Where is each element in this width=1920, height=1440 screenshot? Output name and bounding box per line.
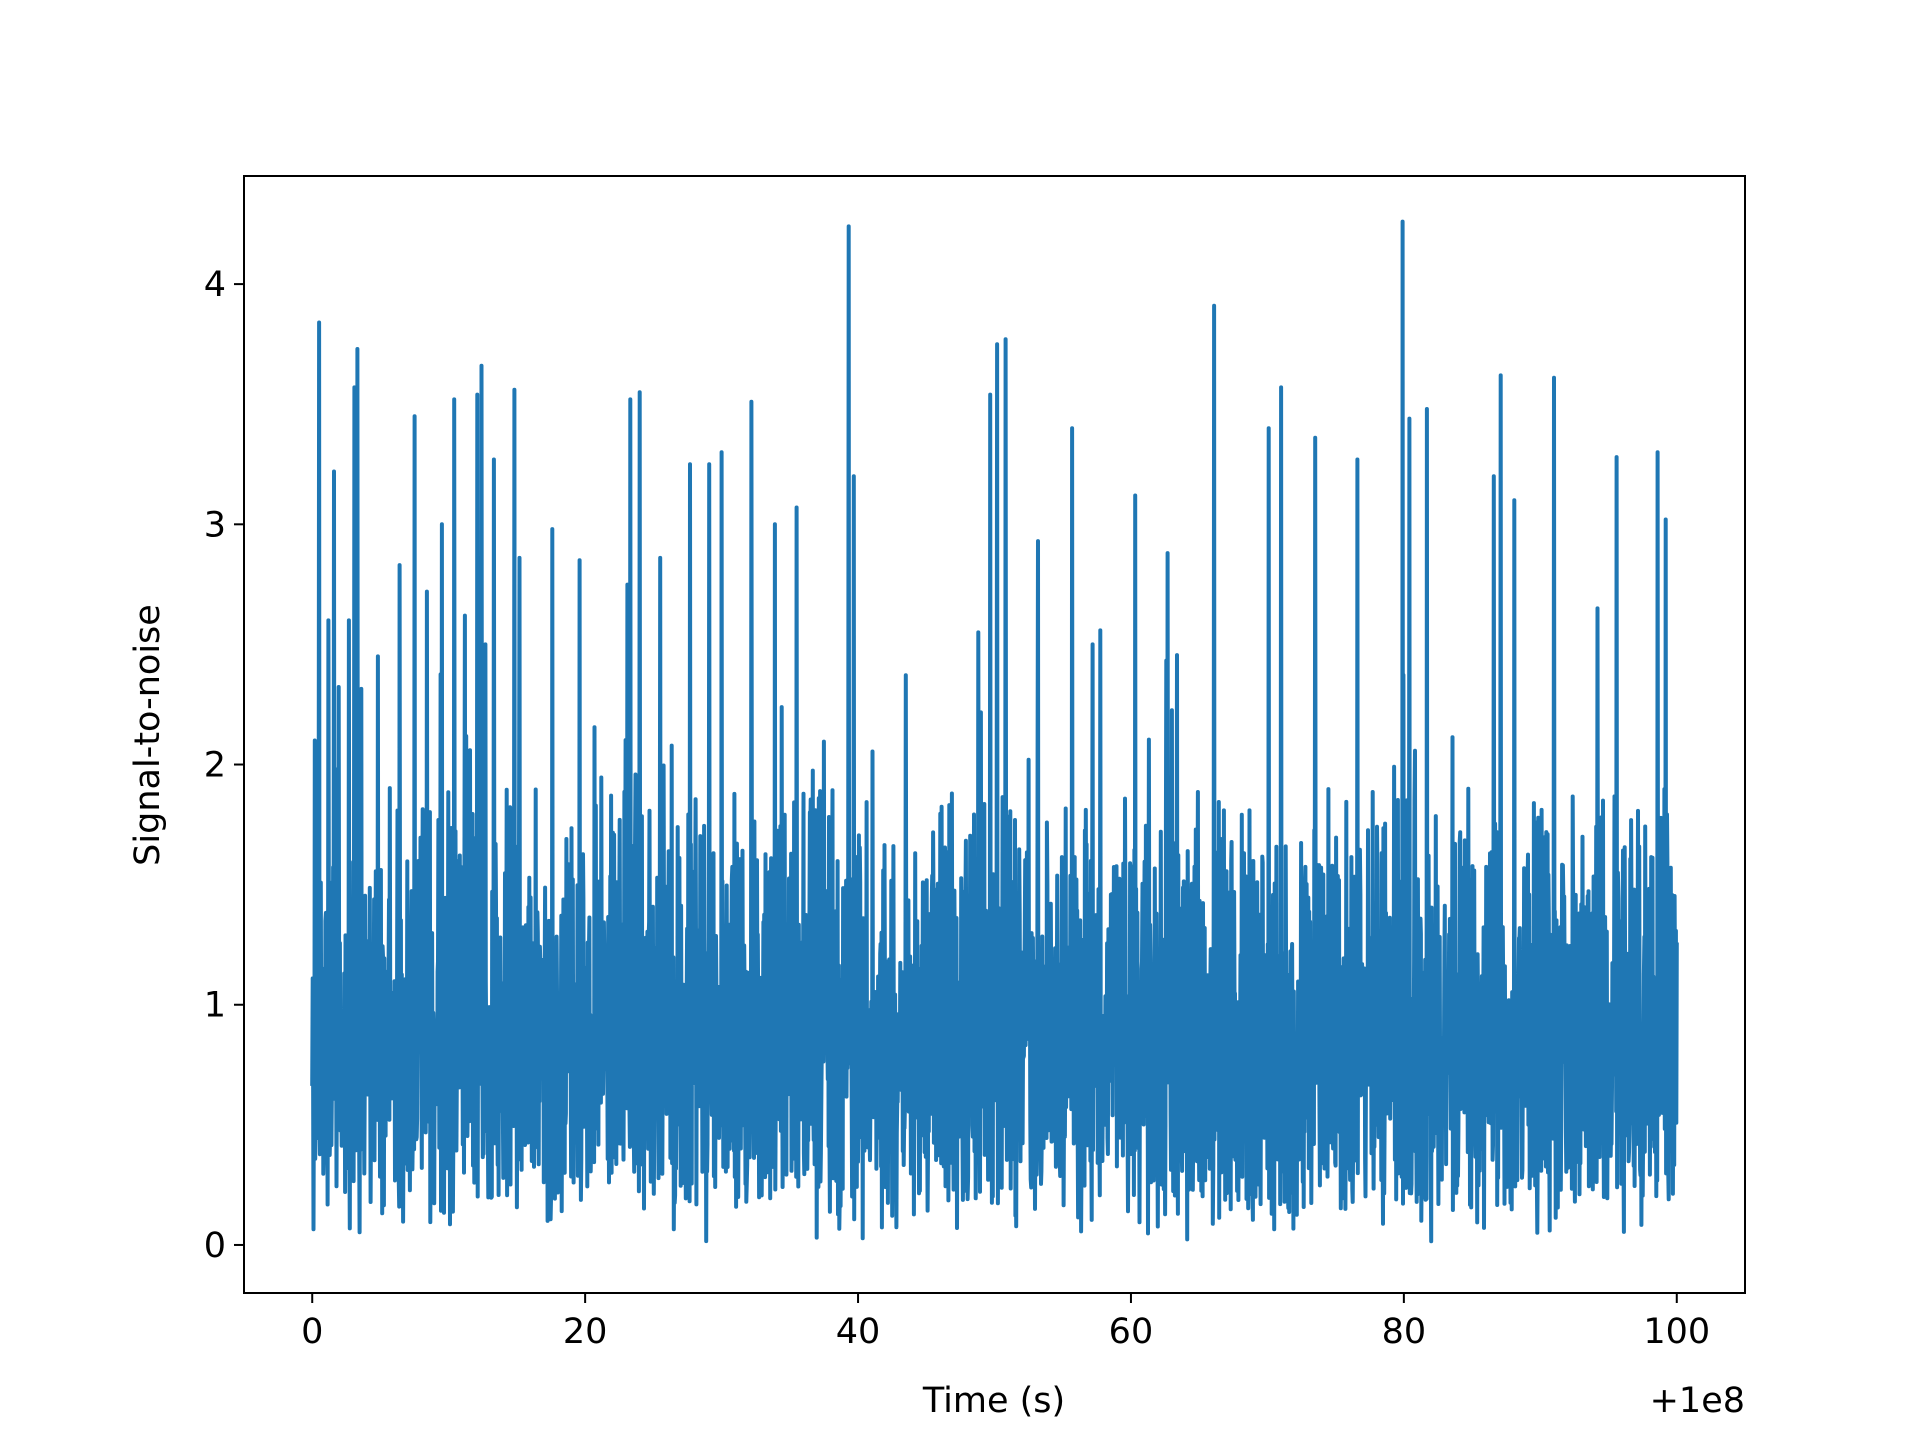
y-tick-label: 3 <box>204 505 226 545</box>
x-tick-label: 60 <box>1109 1312 1154 1352</box>
y-axis-label: Signal-to-noise <box>128 604 168 866</box>
x-tick-label: 100 <box>1643 1312 1710 1352</box>
plot-frame <box>243 175 1746 1294</box>
x-axis-label: Time (s) <box>922 1381 1065 1421</box>
y-tick-label: 1 <box>204 986 226 1026</box>
x-tick-label: 0 <box>301 1312 323 1352</box>
x-tick-label: 20 <box>563 1312 608 1352</box>
x-tick-label: 40 <box>836 1312 881 1352</box>
x-ticks: 0 20 40 60 80 100 <box>301 1293 1710 1352</box>
series-layer <box>310 219 1679 1244</box>
x-offset-label: +1e8 <box>1650 1381 1745 1421</box>
y-tick-label: 0 <box>204 1226 226 1266</box>
y-tick-label: 4 <box>204 265 226 305</box>
snr-series-line <box>310 219 1679 1244</box>
y-tick-label: 2 <box>204 746 226 786</box>
y-ticks: 0 1 2 3 4 <box>204 265 244 1266</box>
x-tick-label: 80 <box>1382 1312 1427 1352</box>
